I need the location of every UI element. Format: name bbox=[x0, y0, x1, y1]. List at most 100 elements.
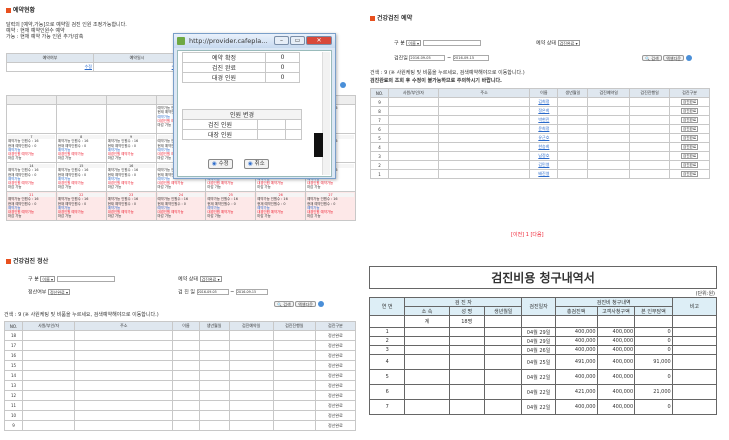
day-line[interactable]: 예약가능 bbox=[8, 147, 21, 152]
name-link[interactable]: 정은희 bbox=[538, 108, 550, 113]
table-row[interactable]: 7 박현진 검진완료 bbox=[370, 115, 710, 125]
help-icon[interactable] bbox=[340, 82, 346, 88]
status-cell[interactable]: 정산완료 bbox=[314, 420, 357, 431]
day-line[interactable]: 예약가능 bbox=[307, 205, 320, 210]
date-from-input[interactable]: 2016-09-05 bbox=[409, 55, 446, 61]
status-select[interactable]: 검진완료 bbox=[680, 117, 699, 123]
name-cell[interactable]: 유근호 bbox=[529, 133, 559, 143]
name-cell[interactable]: 한승희 bbox=[529, 142, 559, 152]
table-row[interactable]: 12 정산완료 bbox=[3, 390, 357, 401]
table-row[interactable]: 14 정산완료 bbox=[3, 370, 357, 381]
calendar-day[interactable]: 22 예약가능 인원수 : 16 현재 예약인원수 : 0 예약가능 대경인원 예약가능… bbox=[55, 191, 107, 221]
filter-select[interactable]: 이름 ▾ bbox=[406, 40, 422, 46]
calendar-day[interactable]: 14 예약가능 인원수 : 16 현재 예약인원수 : 0 예약가능 대경인원 예약가능… bbox=[6, 162, 57, 192]
name-link[interactable]: 김희정 bbox=[538, 99, 550, 104]
name-link[interactable]: 윤희정 bbox=[538, 126, 550, 131]
table-row[interactable]: 10 정산완료 bbox=[3, 410, 357, 421]
table-row[interactable]: 16 정산완료 bbox=[3, 350, 357, 361]
status-cell[interactable]: 검진완료 bbox=[669, 97, 710, 107]
status-select[interactable]: 검진완료 bbox=[680, 99, 699, 105]
day-line[interactable]: 예약가능 bbox=[57, 205, 71, 210]
day-line[interactable]: 예약가능 bbox=[107, 176, 121, 181]
table-row[interactable]: 2 김민영 검진완료 bbox=[370, 160, 710, 170]
status-cell[interactable]: 정산완료 bbox=[314, 380, 357, 391]
status-cell[interactable]: 정산완료 bbox=[314, 360, 357, 371]
status-select[interactable]: 검진완료 bbox=[680, 153, 699, 159]
change-input[interactable] bbox=[257, 129, 286, 140]
name-cell[interactable]: 박현진 bbox=[529, 115, 559, 125]
table-row[interactable]: 3 남정호 검진완료 bbox=[370, 151, 710, 161]
day-line[interactable]: 예약가능 bbox=[157, 176, 171, 181]
calendar-day[interactable]: 26 예약가능 인원수 : 16 현재 예약인원수 : 0 예약가능 대경인원 예약가능… bbox=[255, 191, 307, 221]
pagination[interactable]: [이전] 1 [다음] bbox=[511, 232, 544, 238]
day-line[interactable]: 예약가능 bbox=[107, 147, 121, 152]
table-row[interactable]: 15 정산완료 bbox=[3, 360, 357, 371]
table-row[interactable]: 11 정산완료 bbox=[3, 400, 357, 411]
table-row[interactable]: 6 윤희정 검진완료 bbox=[370, 124, 710, 134]
calendar-day[interactable]: 21 예약가능 인원수 : 16 현재 예약인원수 : 0 예약가능 대경인원 예약가능… bbox=[6, 191, 57, 221]
close-button[interactable]: ✕ bbox=[306, 36, 332, 45]
name-cell[interactable]: 배진영 bbox=[529, 169, 559, 179]
filter-input[interactable] bbox=[56, 276, 115, 282]
day-line[interactable]: 예약가능 bbox=[107, 205, 121, 210]
status-cell[interactable]: 정산완료 bbox=[314, 330, 357, 341]
day-line[interactable]: 예약가능 bbox=[8, 176, 21, 181]
table-row[interactable]: 9 정산완료 bbox=[3, 420, 357, 431]
calendar-day[interactable]: 25 예약가능 인원수 : 16 현재 예약인원수 : 0 예약가능 대경인원 예약가능… bbox=[205, 191, 257, 221]
status-select[interactable]: 검진완료 ▾ bbox=[557, 40, 580, 46]
calendar-day[interactable]: 16 예약가능 인원수 : 16 현재 예약인원수 : 0 예약가능 대경인원 예약가능… bbox=[105, 162, 157, 192]
name-link[interactable]: 배진영 bbox=[538, 171, 550, 176]
status-cell[interactable]: 정산완료 bbox=[314, 410, 357, 421]
change-input[interactable] bbox=[257, 119, 286, 130]
date-to-input[interactable]: 2016-09-15 bbox=[235, 289, 268, 295]
excel-button[interactable]: 엑셀다운 bbox=[663, 55, 684, 61]
day-line[interactable]: 예약가능 bbox=[257, 205, 270, 210]
status-cell[interactable]: 검진완료 bbox=[669, 151, 710, 161]
filter-input[interactable] bbox=[422, 40, 481, 46]
status-cell[interactable]: 검진완료 bbox=[669, 160, 710, 170]
cancel-button[interactable]: ◉ 취소 bbox=[244, 159, 269, 169]
name-cell[interactable]: 남정호 bbox=[529, 151, 559, 161]
date-to-input[interactable]: 2016-09-15 bbox=[452, 55, 489, 61]
name-link[interactable]: 박현진 bbox=[538, 117, 550, 122]
status-cell[interactable]: 검진완료 bbox=[669, 133, 710, 143]
popup-titlebar[interactable]: http://provider.cafepla... – ▭ ✕ bbox=[174, 34, 335, 48]
status-cell[interactable]: 정산완료 bbox=[314, 340, 357, 351]
save-button[interactable]: ◉ 수정 bbox=[208, 159, 233, 169]
status-cell[interactable]: 검진완료 bbox=[669, 124, 710, 134]
status-select[interactable]: 검진완료 bbox=[680, 144, 699, 150]
popup-scrollbar[interactable] bbox=[322, 52, 330, 175]
table-row[interactable]: 4 한승희 검진완료 bbox=[370, 142, 710, 152]
table-row[interactable]: 1 배진영 검진완료 bbox=[370, 169, 710, 179]
name-link[interactable]: 남정호 bbox=[538, 153, 550, 158]
calendar-day[interactable]: 8 예약가능 인원수 : 16 현재 예약인원수 : 0 예약가능 대경인원 예약가능 마… bbox=[55, 133, 107, 163]
calendar-day[interactable]: 24 예약가능 인원수 : 16 현재 예약인원수 : 0 예약가능 대경인원 예약가능… bbox=[155, 191, 207, 221]
name-cell[interactable]: 김희정 bbox=[529, 97, 559, 107]
status-cell[interactable]: 정산완료 bbox=[314, 390, 357, 401]
filter-select[interactable]: 이름 ▾ bbox=[40, 276, 56, 282]
status-cell[interactable]: 검진완료 bbox=[669, 115, 710, 125]
day-line[interactable]: 예약가능 bbox=[57, 147, 71, 152]
status-select[interactable]: 검진완료 ▾ bbox=[199, 276, 222, 282]
status-cell[interactable]: 정산완료 bbox=[314, 370, 357, 381]
calendar-day[interactable]: 23 예약가능 인원수 : 16 현재 예약인원수 : 0 예약가능 대경인원 예약가능… bbox=[105, 191, 157, 221]
table-row[interactable]: 13 정산완료 bbox=[3, 380, 357, 391]
status-select[interactable]: 검진완료 bbox=[680, 126, 699, 132]
search-button[interactable]: 🔍 검색 bbox=[642, 55, 662, 61]
table-row[interactable]: 9 김희정 검진완료 bbox=[370, 97, 710, 107]
maximize-button[interactable]: ▭ bbox=[290, 36, 305, 45]
help-icon[interactable] bbox=[685, 55, 692, 61]
name-cell[interactable]: 정은희 bbox=[529, 106, 559, 116]
day-line[interactable]: 예약가능 bbox=[57, 176, 71, 181]
search-button[interactable]: 🔍 검색 bbox=[274, 301, 294, 307]
status-cell[interactable]: 정산완료 bbox=[314, 400, 357, 411]
settle-select[interactable]: 정산완료 ▾ bbox=[48, 289, 71, 295]
day-line[interactable]: 예약가능 bbox=[207, 205, 220, 210]
status-cell[interactable]: 검진완료 bbox=[669, 106, 710, 116]
name-link[interactable]: 김민영 bbox=[538, 162, 550, 167]
status-select[interactable]: 검진완료 bbox=[680, 108, 699, 114]
name-cell[interactable]: 윤희정 bbox=[529, 124, 559, 134]
name-link[interactable]: 한승희 bbox=[538, 144, 550, 149]
status-select[interactable]: 검진완료 bbox=[680, 135, 699, 141]
status-cell[interactable]: 검진완료 bbox=[669, 169, 710, 179]
